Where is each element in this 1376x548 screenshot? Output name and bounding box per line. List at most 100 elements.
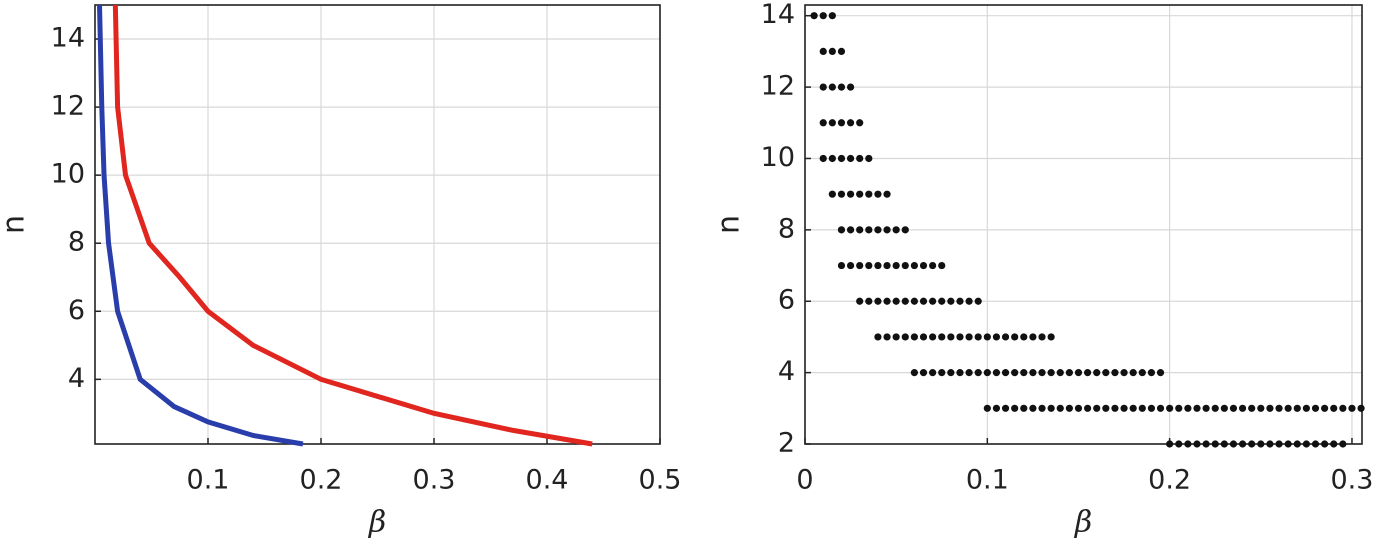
dot	[1011, 404, 1019, 412]
dot	[1156, 404, 1165, 412]
dot	[1257, 404, 1265, 412]
dot	[1111, 404, 1119, 412]
dot	[883, 261, 891, 270]
dot	[828, 119, 836, 127]
dot	[938, 333, 946, 341]
dot	[1293, 404, 1301, 412]
dot	[929, 333, 937, 341]
dot	[1330, 440, 1338, 448]
dot	[846, 154, 855, 163]
x-tick-label: 0.1	[966, 465, 1009, 496]
dot	[974, 297, 982, 305]
dot	[1038, 404, 1046, 412]
dot	[983, 333, 991, 341]
dot	[910, 261, 918, 270]
dot	[974, 333, 982, 341]
dot	[1120, 404, 1128, 412]
plot-frame	[94, 4, 661, 445]
dot	[910, 297, 918, 305]
plot: 0 0.1 0.2 0.3 2 4 6 8 10 12 14 β n	[712, 0, 1374, 540]
y-tick-label: 4	[778, 356, 795, 387]
dot	[1029, 404, 1037, 412]
dot	[1001, 333, 1010, 341]
dot	[1284, 440, 1292, 448]
y-tick-label: 8	[68, 227, 85, 258]
dot	[874, 226, 882, 234]
dot	[1047, 404, 1055, 412]
dot	[1020, 333, 1028, 341]
dot	[874, 297, 882, 305]
dot	[1229, 404, 1238, 412]
dot	[1020, 369, 1028, 377]
dot	[1093, 369, 1101, 377]
dot	[929, 261, 937, 270]
curve	[112, 4, 593, 447]
dot	[828, 190, 836, 198]
dot	[1175, 440, 1183, 448]
x-axis-label: β	[1074, 505, 1092, 540]
dot	[1302, 440, 1310, 448]
dot	[1147, 369, 1156, 377]
dot	[1220, 404, 1228, 412]
dot	[874, 261, 882, 270]
x-tick-label: 0.2	[1148, 465, 1191, 496]
dot	[856, 119, 864, 127]
dot	[910, 333, 918, 341]
dot	[1311, 404, 1320, 412]
dot	[1166, 440, 1174, 448]
dot	[992, 333, 1001, 341]
dot	[1266, 440, 1274, 448]
curve	[97, 4, 304, 447]
dot	[1011, 369, 1019, 377]
dot	[837, 47, 846, 55]
plot: 0.1 0.2 0.3 0.4 0.5 4 6 8 10 12 14 β n	[0, 4, 681, 540]
dot	[1266, 404, 1274, 412]
dot	[846, 190, 855, 198]
dot	[947, 297, 955, 305]
dot	[983, 369, 991, 377]
dot	[1029, 333, 1037, 341]
dot	[883, 297, 891, 305]
dot	[810, 12, 818, 20]
dot	[837, 119, 846, 127]
dot	[1293, 440, 1301, 448]
dot	[828, 83, 836, 91]
dot	[828, 12, 836, 20]
dot	[1156, 369, 1165, 377]
dot	[1302, 404, 1310, 412]
dot	[846, 261, 855, 270]
dot	[856, 297, 864, 305]
dot	[1065, 404, 1073, 412]
dot	[919, 261, 928, 270]
dot	[1102, 404, 1110, 412]
dot	[1275, 440, 1283, 448]
dot	[974, 369, 982, 377]
dot	[992, 369, 1001, 377]
dot	[1093, 404, 1101, 412]
dot	[1193, 440, 1201, 448]
dot	[883, 333, 891, 341]
dot	[1074, 404, 1083, 412]
dot	[938, 297, 946, 305]
dot	[1020, 404, 1028, 412]
dot	[1038, 369, 1046, 377]
dot	[1284, 404, 1292, 412]
dot	[938, 261, 946, 270]
dot	[819, 47, 827, 55]
dot	[856, 154, 864, 163]
dot	[828, 154, 836, 163]
dot	[1321, 404, 1329, 412]
dot	[1211, 404, 1219, 412]
x-tick-label: 0.3	[413, 465, 456, 496]
dot	[1248, 404, 1256, 412]
dot	[1202, 404, 1210, 412]
y-tick-label: 6	[778, 285, 795, 316]
dot	[1129, 404, 1137, 412]
x-tick-label: 0.4	[526, 465, 569, 496]
dot	[837, 261, 846, 270]
dot	[1193, 404, 1201, 412]
dot	[1339, 404, 1347, 412]
dot	[1220, 440, 1228, 448]
